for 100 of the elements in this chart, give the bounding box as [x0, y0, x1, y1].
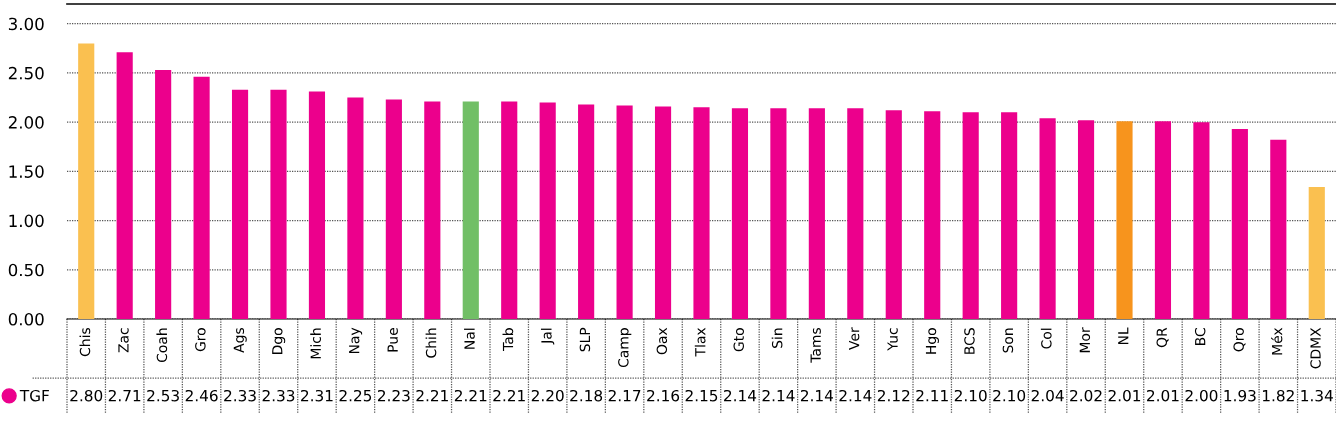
x-tick-label: Chih — [425, 328, 437, 358]
data-label: 2.25 — [339, 389, 372, 402]
x-tick-label: Tab — [502, 328, 514, 351]
bar — [924, 111, 941, 319]
bar — [808, 108, 825, 319]
bar — [424, 101, 441, 319]
data-label: 2.33 — [224, 389, 256, 402]
x-tick-label: Gto — [733, 328, 744, 352]
data-label: 2.14 — [724, 389, 757, 402]
x-tick-label: Gro — [195, 328, 206, 352]
bar — [539, 102, 556, 319]
y-tick-label: 1.50 — [9, 165, 44, 178]
data-label: 2.14 — [800, 389, 834, 402]
bar — [847, 108, 864, 319]
x-tick-label: Ver — [849, 327, 860, 350]
x-tick-label: Ags — [233, 328, 247, 353]
data-label: 2.80 — [70, 389, 103, 402]
x-tick-label: Méx — [1271, 327, 1283, 355]
data-label: 2.17 — [608, 389, 641, 402]
data-label: 2.53 — [147, 389, 179, 402]
bar — [462, 101, 479, 319]
bar — [1001, 112, 1018, 319]
data-label: 2.21 — [416, 389, 448, 402]
data-label: 2.16 — [647, 389, 680, 402]
data-label: 2.11 — [916, 389, 948, 402]
x-tick-label: Yuc — [887, 328, 898, 351]
data-label: 2.14 — [839, 389, 872, 402]
data-label: 2.04 — [1031, 389, 1064, 402]
bar — [962, 112, 979, 319]
bar — [731, 108, 749, 319]
x-tick-label: Oax — [656, 327, 668, 355]
bar — [693, 107, 710, 319]
data-label: 2.71 — [108, 389, 141, 402]
bar — [347, 97, 364, 319]
bar — [501, 101, 518, 319]
x-tick-label: Nal — [464, 328, 475, 349]
x-tick-label: BC — [1194, 328, 1206, 345]
bar — [231, 89, 249, 319]
data-label: 2.02 — [1070, 389, 1102, 402]
data-label: 2.01 — [1147, 389, 1179, 402]
x-tick-label: Qro — [1233, 328, 1246, 352]
x-tick-label: BCS — [964, 328, 975, 354]
bar — [155, 69, 172, 319]
bar — [1077, 120, 1095, 319]
x-tick-label: Dgo — [272, 328, 286, 354]
x-tick-label: Mich — [310, 328, 321, 359]
bar — [1193, 122, 1210, 319]
data-label: 2.10 — [954, 389, 987, 402]
data-label: 1.82 — [1262, 389, 1294, 402]
data-label: 2.10 — [993, 389, 1026, 402]
data-label: 2.46 — [185, 389, 218, 402]
bar — [193, 76, 210, 319]
x-tick-label: Mor — [1079, 327, 1091, 353]
y-tick-label: 1.00 — [9, 214, 44, 228]
bar — [1308, 187, 1325, 319]
data-label: 2.33 — [262, 389, 295, 402]
x-tick-label: Jal — [540, 328, 555, 345]
data-label: 2.23 — [377, 389, 410, 402]
data-label: 1.34 — [1301, 389, 1333, 402]
data-label: 2.00 — [1185, 389, 1218, 402]
x-tick-label: Tlax — [694, 327, 706, 357]
data-label: 2.14 — [762, 389, 795, 402]
data-label: 2.15 — [685, 389, 718, 402]
bar — [1039, 118, 1056, 319]
data-label: 1.93 — [1224, 389, 1256, 402]
y-tick-label: 2.00 — [8, 116, 44, 129]
bar — [270, 89, 287, 319]
x-tick-label: Nay — [349, 327, 363, 354]
data-label: 2.01 — [1108, 389, 1141, 402]
data-label: 2.21 — [454, 389, 487, 402]
data-label: 2.20 — [531, 389, 564, 402]
bar — [616, 105, 633, 319]
x-tick-label: QR — [1156, 327, 1169, 348]
bar — [116, 52, 133, 319]
y-tick-label: 0.00 — [8, 312, 44, 326]
x-tick-label: Hgo — [925, 328, 939, 354]
x-tick-label: Chis — [79, 328, 91, 357]
bar — [1154, 121, 1172, 319]
bar — [308, 91, 326, 319]
data-label: 2.31 — [301, 389, 333, 402]
x-tick-label: Col — [1040, 328, 1052, 349]
x-tick-label: Son — [1002, 328, 1014, 353]
x-tick-label: CDMX — [1310, 327, 1321, 369]
bar — [654, 106, 672, 319]
y-tick-label: 3.00 — [8, 17, 44, 31]
x-tick-label: Sin — [771, 328, 783, 348]
bar — [770, 108, 787, 319]
bar — [385, 99, 402, 319]
data-label: 2.21 — [493, 389, 525, 402]
x-tick-label: Zac — [118, 328, 129, 353]
y-tick-label: 0.50 — [8, 263, 44, 277]
bar — [1231, 129, 1248, 319]
x-tick-label: Pue — [387, 328, 398, 352]
bar — [1270, 139, 1287, 319]
data-label: 2.18 — [570, 389, 603, 402]
x-tick-label: Tams — [810, 328, 821, 363]
legend-label: TGF — [19, 389, 49, 402]
bar — [578, 104, 595, 319]
bar — [78, 43, 95, 319]
x-tick-label: SLP — [579, 327, 591, 352]
